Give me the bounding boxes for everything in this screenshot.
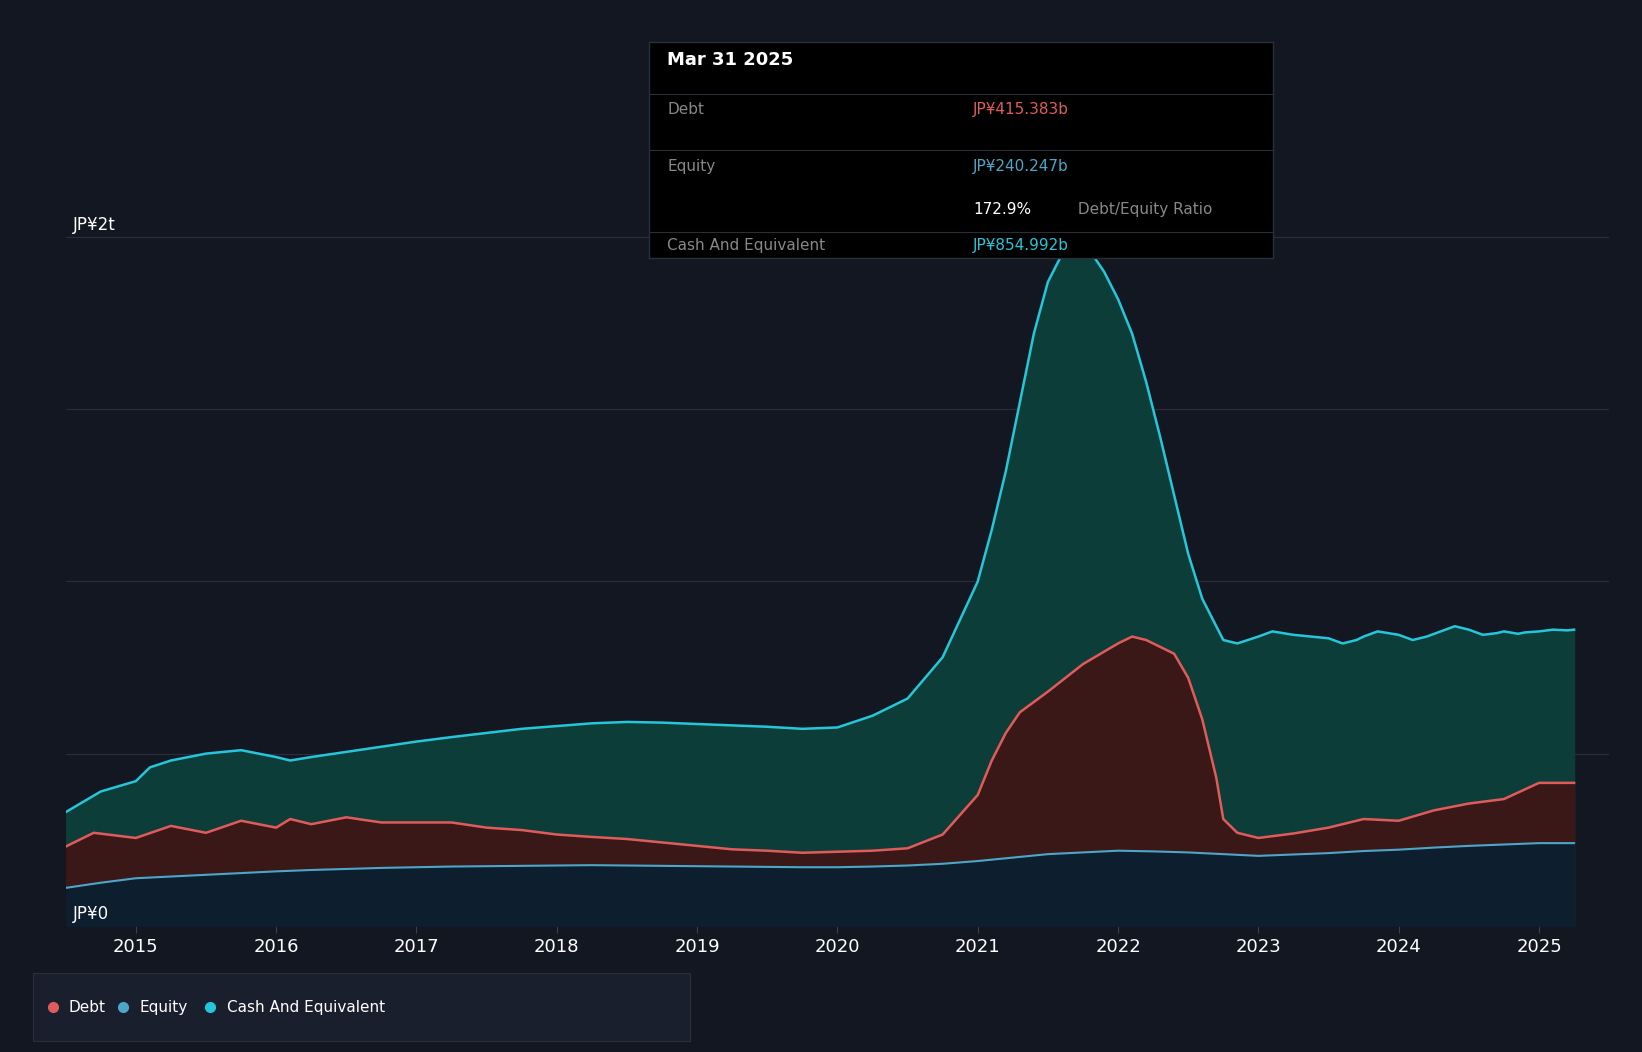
Text: Mar 31 2025: Mar 31 2025 xyxy=(667,50,793,68)
Text: 172.9%: 172.9% xyxy=(974,202,1031,217)
Text: JP¥0: JP¥0 xyxy=(72,905,108,923)
Text: JP¥415.383b: JP¥415.383b xyxy=(974,102,1069,118)
Text: Equity: Equity xyxy=(140,999,189,1015)
Text: JP¥2t: JP¥2t xyxy=(72,216,115,234)
Text: Cash And Equivalent: Cash And Equivalent xyxy=(227,999,384,1015)
Text: Cash And Equivalent: Cash And Equivalent xyxy=(667,239,826,254)
Text: Equity: Equity xyxy=(667,159,716,174)
Text: Debt: Debt xyxy=(667,102,704,118)
Text: Debt/Equity Ratio: Debt/Equity Ratio xyxy=(1072,202,1212,217)
Text: JP¥854.992b: JP¥854.992b xyxy=(974,239,1069,254)
Text: JP¥240.247b: JP¥240.247b xyxy=(974,159,1069,174)
Text: Debt: Debt xyxy=(69,999,107,1015)
